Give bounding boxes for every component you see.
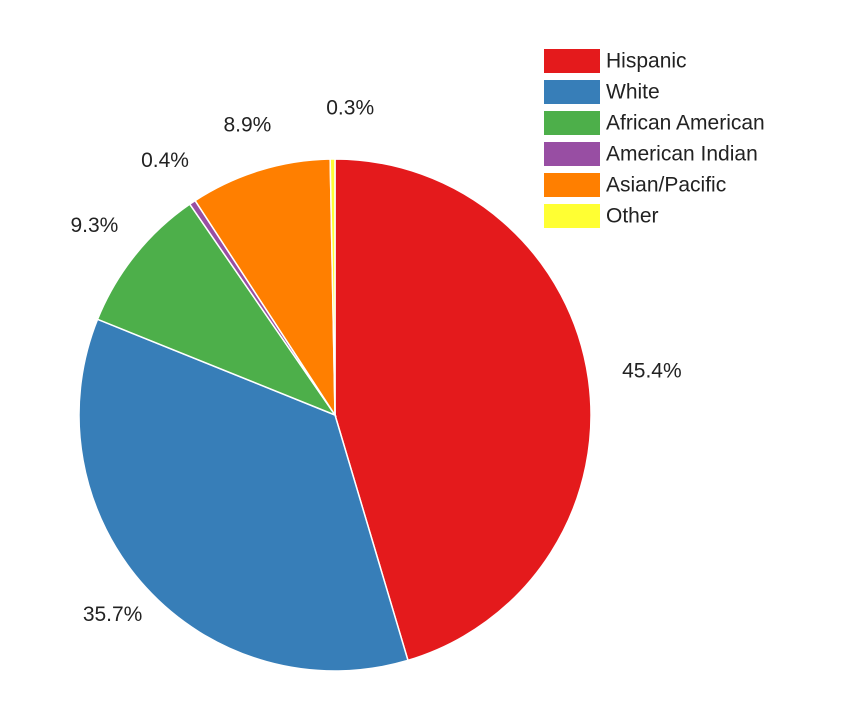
- legend-label: Other: [606, 205, 659, 228]
- legend-swatch: [544, 111, 600, 135]
- slice-value-label: 9.3%: [70, 214, 118, 237]
- legend-label: White: [606, 81, 660, 104]
- legend-swatch: [544, 173, 600, 197]
- legend-swatch: [544, 49, 600, 73]
- slice-value-label: 0.4%: [141, 149, 189, 172]
- slice-value-label: 0.3%: [326, 97, 374, 120]
- pie-slices: [78, 158, 592, 672]
- legend-label: Asian/Pacific: [606, 174, 726, 197]
- pie-slice-white: [78, 318, 409, 672]
- slice-value-label: 45.4%: [622, 360, 682, 383]
- pie-slice-hispanic: [334, 158, 592, 662]
- pie-slice-labels: 45.4% 35.7% 9.3% 0.4% 8.9% 0.3%: [70, 97, 681, 627]
- legend-label: African American: [606, 112, 765, 135]
- pie-slice-other: [329, 158, 336, 416]
- slice-value-label: 35.7%: [83, 603, 143, 626]
- legend-label: American Indian: [606, 143, 758, 166]
- legend-swatch: [544, 142, 600, 166]
- legend-swatch: [544, 204, 600, 228]
- legend-label: Hispanic: [606, 50, 687, 73]
- pie-slice-african-american: [96, 203, 338, 417]
- legend: Hispanic White African American American In…: [544, 49, 765, 228]
- slice-value-label: 8.9%: [223, 114, 271, 137]
- legend-swatch: [544, 80, 600, 104]
- pie-slice-asian-pacific: [194, 158, 336, 418]
